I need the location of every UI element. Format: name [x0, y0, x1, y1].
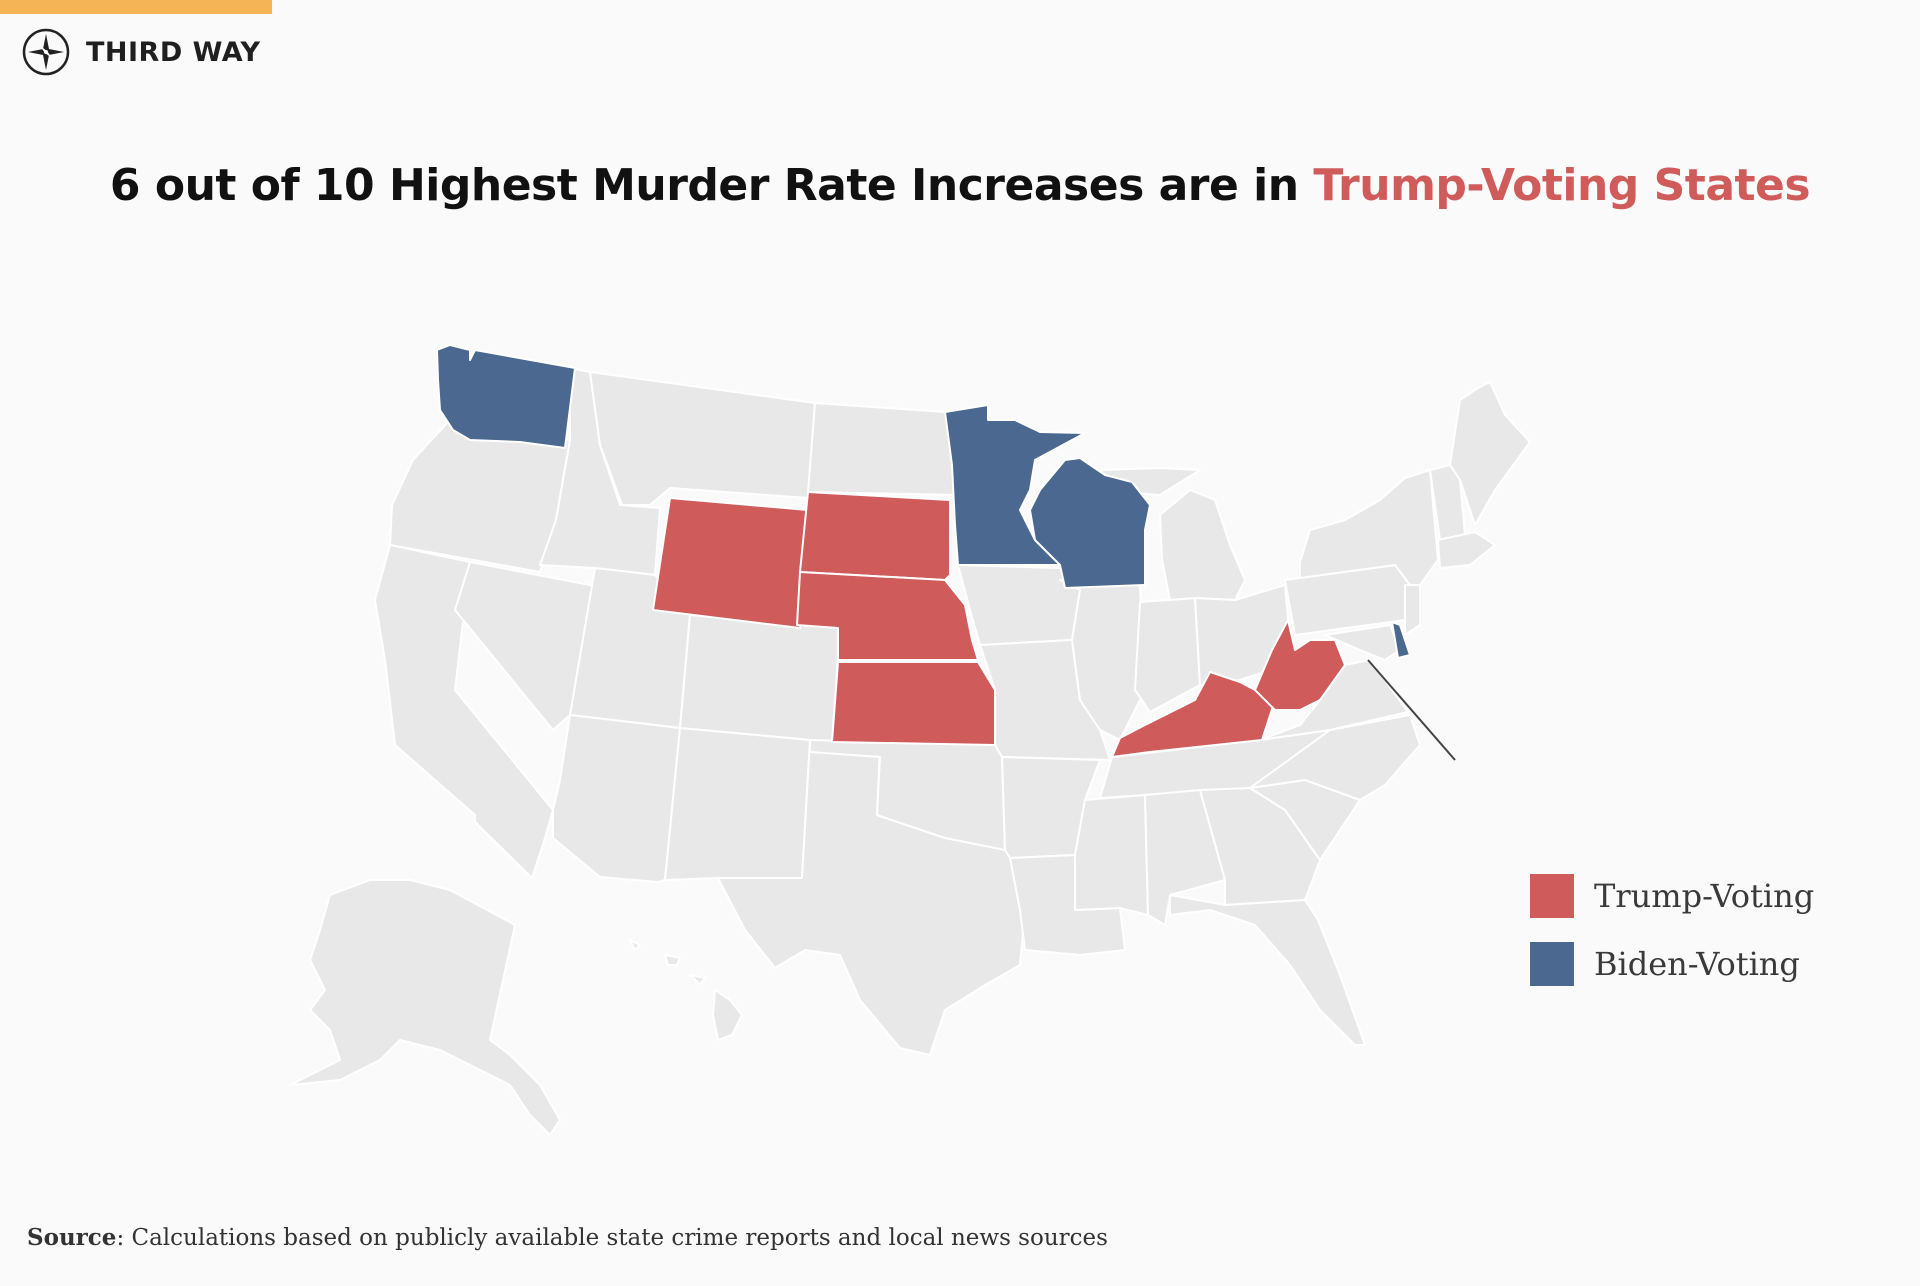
source-text: : Calculations based on publicly availab… — [116, 1225, 1108, 1251]
state-group-other — [289, 367, 1531, 1136]
legend-swatch-biden — [1530, 942, 1574, 986]
legend-label-biden: Biden-Voting — [1594, 945, 1800, 983]
state-minnesota — [944, 404, 1086, 566]
state-delaware — [1391, 621, 1411, 659]
state-south-dakota — [799, 491, 951, 581]
state-virginia — [1259, 659, 1409, 741]
delaware-callout-line — [1367, 659, 1456, 761]
state-florida — [1169, 894, 1366, 1046]
state-new-mexico — [664, 727, 811, 881]
brand-header: THIRD WAY — [20, 24, 261, 80]
state-new-york — [1299, 469, 1439, 586]
title-highlight: Trump-Voting States — [1313, 160, 1811, 211]
state-mississippi — [1074, 794, 1149, 916]
state-maryland — [1324, 624, 1401, 661]
legend-item-biden: Biden-Voting — [1530, 941, 1814, 987]
state-group-biden — [436, 344, 1411, 659]
state-wyoming — [652, 497, 809, 629]
state-maine — [1449, 381, 1531, 526]
title-prefix: 6 out of 10 Highest Murder Rate Increase… — [109, 160, 1314, 211]
state-hawaii — [629, 939, 743, 1041]
state-alaska — [289, 879, 561, 1136]
source-note: Source: Calculations based on publicly a… — [27, 1224, 1108, 1251]
state-vermont-nh — [1429, 464, 1466, 541]
state-nevada — [454, 561, 596, 731]
state-new-jersey — [1404, 584, 1421, 636]
map-legend: Trump-Voting Biden-Voting — [1530, 873, 1814, 1009]
legend-item-trump: Trump-Voting — [1530, 873, 1814, 919]
state-montana — [589, 371, 816, 506]
legend-label-trump: Trump-Voting — [1594, 877, 1815, 915]
compass-icon — [22, 28, 70, 76]
state-washington — [436, 344, 576, 449]
state-nebraska — [796, 571, 979, 661]
state-massachusetts-ct-ri — [1437, 531, 1496, 569]
state-indiana — [1134, 597, 1201, 713]
source-label: Source — [27, 1224, 117, 1251]
state-colorado — [679, 614, 841, 743]
state-kansas — [831, 661, 996, 746]
state-arizona — [552, 714, 681, 883]
state-california — [374, 544, 554, 879]
state-north-dakota — [807, 402, 959, 496]
state-wisconsin — [1029, 457, 1151, 589]
accent-bar — [0, 0, 272, 14]
page-title: 6 out of 10 Highest Murder Rate Increase… — [0, 160, 1920, 211]
state-west-virginia — [1254, 619, 1346, 711]
legend-swatch-trump — [1530, 874, 1574, 918]
brand-name: THIRD WAY — [86, 36, 261, 68]
state-group-trump — [652, 491, 1346, 758]
